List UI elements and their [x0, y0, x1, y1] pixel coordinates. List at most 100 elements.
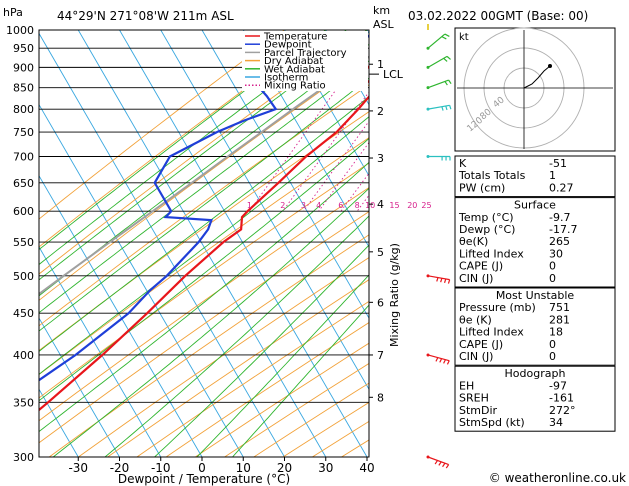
- legend-label-dry_adiabat: Dry Adiabat: [264, 56, 323, 67]
- table-row-label: θe (K): [459, 313, 492, 326]
- mixing-ratio-value-label: 2: [280, 201, 285, 210]
- mixing-ratio-value-label: 10: [365, 201, 375, 210]
- table-row-value: 1: [549, 169, 556, 182]
- wind-barb-feather: [439, 358, 443, 363]
- dry-adiabat-line: [39, 56, 369, 301]
- wind-barb: [426, 154, 451, 161]
- station-location: 44°29'N 271°08'W 211m ASL: [57, 9, 234, 23]
- temperature-axis: -30 -20 -10 0 10 20 30 40: [68, 457, 375, 475]
- wet-adiabat-line: [104, 215, 369, 457]
- mixing-ratio-value-label: 15: [389, 201, 399, 210]
- table-title: Most Unstable: [496, 289, 575, 302]
- mixing-ratio-value-label: 25: [421, 201, 431, 210]
- mixing-ratio-value-label: 3: [301, 201, 306, 210]
- wind-barb-feather: [449, 105, 452, 110]
- table-row-label: CAPE (J): [459, 260, 503, 273]
- wind-barb-feather: [443, 359, 446, 364]
- height-tick-label: 5: [377, 246, 384, 259]
- table-row-label: Dewp (°C): [459, 223, 515, 236]
- copyright-footer: © weatheronline.co.uk: [489, 471, 626, 485]
- temperature-tick-label: -10: [151, 461, 171, 475]
- wind-barb-feather: [441, 36, 447, 40]
- wind-barb-feather: [440, 278, 443, 283]
- mixing-ratio-labels: 1 2 3 4 6 8 10 15 20 25: [247, 201, 432, 210]
- index-tables: K -51 Totals Totals 1 PW (cm) 0.27 SurfaceTemp…: [454, 155, 616, 432]
- table-row-value: -17.7: [549, 223, 577, 236]
- wind-barb-feather: [443, 278, 447, 284]
- table-row-label: CIN (J): [459, 350, 493, 363]
- wind-barb-feather: [442, 462, 446, 468]
- legend-label-parcel: Parcel Trajectory: [264, 48, 347, 59]
- dry-adiabat-line: [136, 300, 369, 457]
- wind-barb-feather: [445, 105, 448, 111]
- mixing-ratio-value-label: 4: [316, 201, 321, 210]
- pressure-tick-label: 650: [13, 177, 34, 190]
- isotherm-line: [242, 30, 369, 248]
- table-row-value: 0.27: [549, 181, 574, 194]
- dry-adiabat-line: [39, 211, 369, 444]
- wind-barb-feather: [445, 464, 450, 469]
- wind-barb-feather: [438, 461, 442, 466]
- wet-adiabat-line: [39, 30, 347, 266]
- wind-barb-dot: [426, 455, 430, 459]
- wind-barb-dot: [426, 65, 430, 69]
- isotherm-line: [77, 30, 327, 457]
- isotherm-line: [325, 30, 369, 106]
- wind-barb-staff: [427, 33, 446, 49]
- wind-barb-feather: [444, 33, 450, 37]
- isotherm-line: [39, 32, 285, 457]
- dry-adiabat-line: [107, 279, 369, 457]
- mixing-ratio-axis-title: Mixing Ratio (g/kg): [388, 243, 401, 347]
- height-tick-label: 1: [377, 58, 384, 71]
- temperature-axis-title: Dewpoint / Temperature (°C): [118, 472, 290, 486]
- table-row-label: Totals Totals: [458, 169, 526, 182]
- table-box: [454, 155, 616, 198]
- hodograph-unit: kt: [459, 32, 469, 43]
- table-title: Surface: [514, 199, 556, 212]
- wind-barb-staff: [427, 275, 450, 281]
- table-row-value: 0: [549, 260, 556, 273]
- table-row-label: EH: [459, 379, 474, 392]
- table-title: Hodograph: [505, 367, 566, 380]
- dry-adiabat-line: [78, 257, 369, 457]
- wet-adiabat-line: [232, 304, 369, 457]
- isotherm-line: [201, 30, 369, 320]
- table-row-value: 0: [549, 350, 556, 363]
- table-row-value: 30: [549, 247, 563, 260]
- legend-label-dewpoint: Dewpoint: [264, 40, 312, 51]
- table-row-label: Pressure (mb): [459, 301, 536, 314]
- pressure-tick-label: 950: [13, 42, 34, 55]
- wind-barb: [426, 79, 452, 90]
- legend-label-wet_adiabat: Wet Adiabat: [264, 64, 325, 75]
- wind-barb-staff: [427, 55, 448, 68]
- wind-barb: [426, 55, 451, 69]
- pressure-unit-label: hPa: [3, 6, 23, 19]
- pressure-axis: 300 350 400 450 500 550 600 650 700 750 800 850 900 9…: [6, 24, 34, 464]
- table-row-value: 272°: [549, 404, 576, 417]
- wind-barb-dot: [426, 353, 430, 357]
- lcl-label: LCL: [383, 68, 404, 81]
- isobar-lines: [39, 30, 369, 457]
- table-row-label: CIN (J): [459, 272, 493, 285]
- wind-barb-dot: [426, 86, 430, 90]
- sounding-datetime: 03.02.2022 00GMT (Base: 00): [408, 9, 588, 23]
- height-tick-label: 7: [377, 349, 384, 362]
- legend-label-mixing_ratio: Mixing Ratio: [264, 81, 326, 92]
- mixing-ratio-value-label: 8: [355, 201, 360, 210]
- pressure-tick-label: 900: [13, 61, 34, 74]
- table-row-value: -9.7: [549, 211, 570, 224]
- height-tick-label: 3: [377, 152, 384, 165]
- hodograph-trace: [523, 65, 551, 89]
- table-row-label: Temp (°C): [458, 211, 514, 224]
- temperature-line: [39, 65, 369, 412]
- hodograph-end-marker: [548, 64, 552, 68]
- height-unit-label: km: [373, 4, 390, 17]
- wind-barb-dot: [426, 154, 430, 158]
- dry-adiabat-line: [165, 322, 369, 457]
- wind-barb-feather: [436, 277, 439, 282]
- table-row-label: SREH: [459, 392, 489, 405]
- table-row-label: CAPE (J): [459, 338, 503, 351]
- pressure-tick-label: 1000: [6, 24, 34, 37]
- hodograph-frame: [454, 27, 616, 152]
